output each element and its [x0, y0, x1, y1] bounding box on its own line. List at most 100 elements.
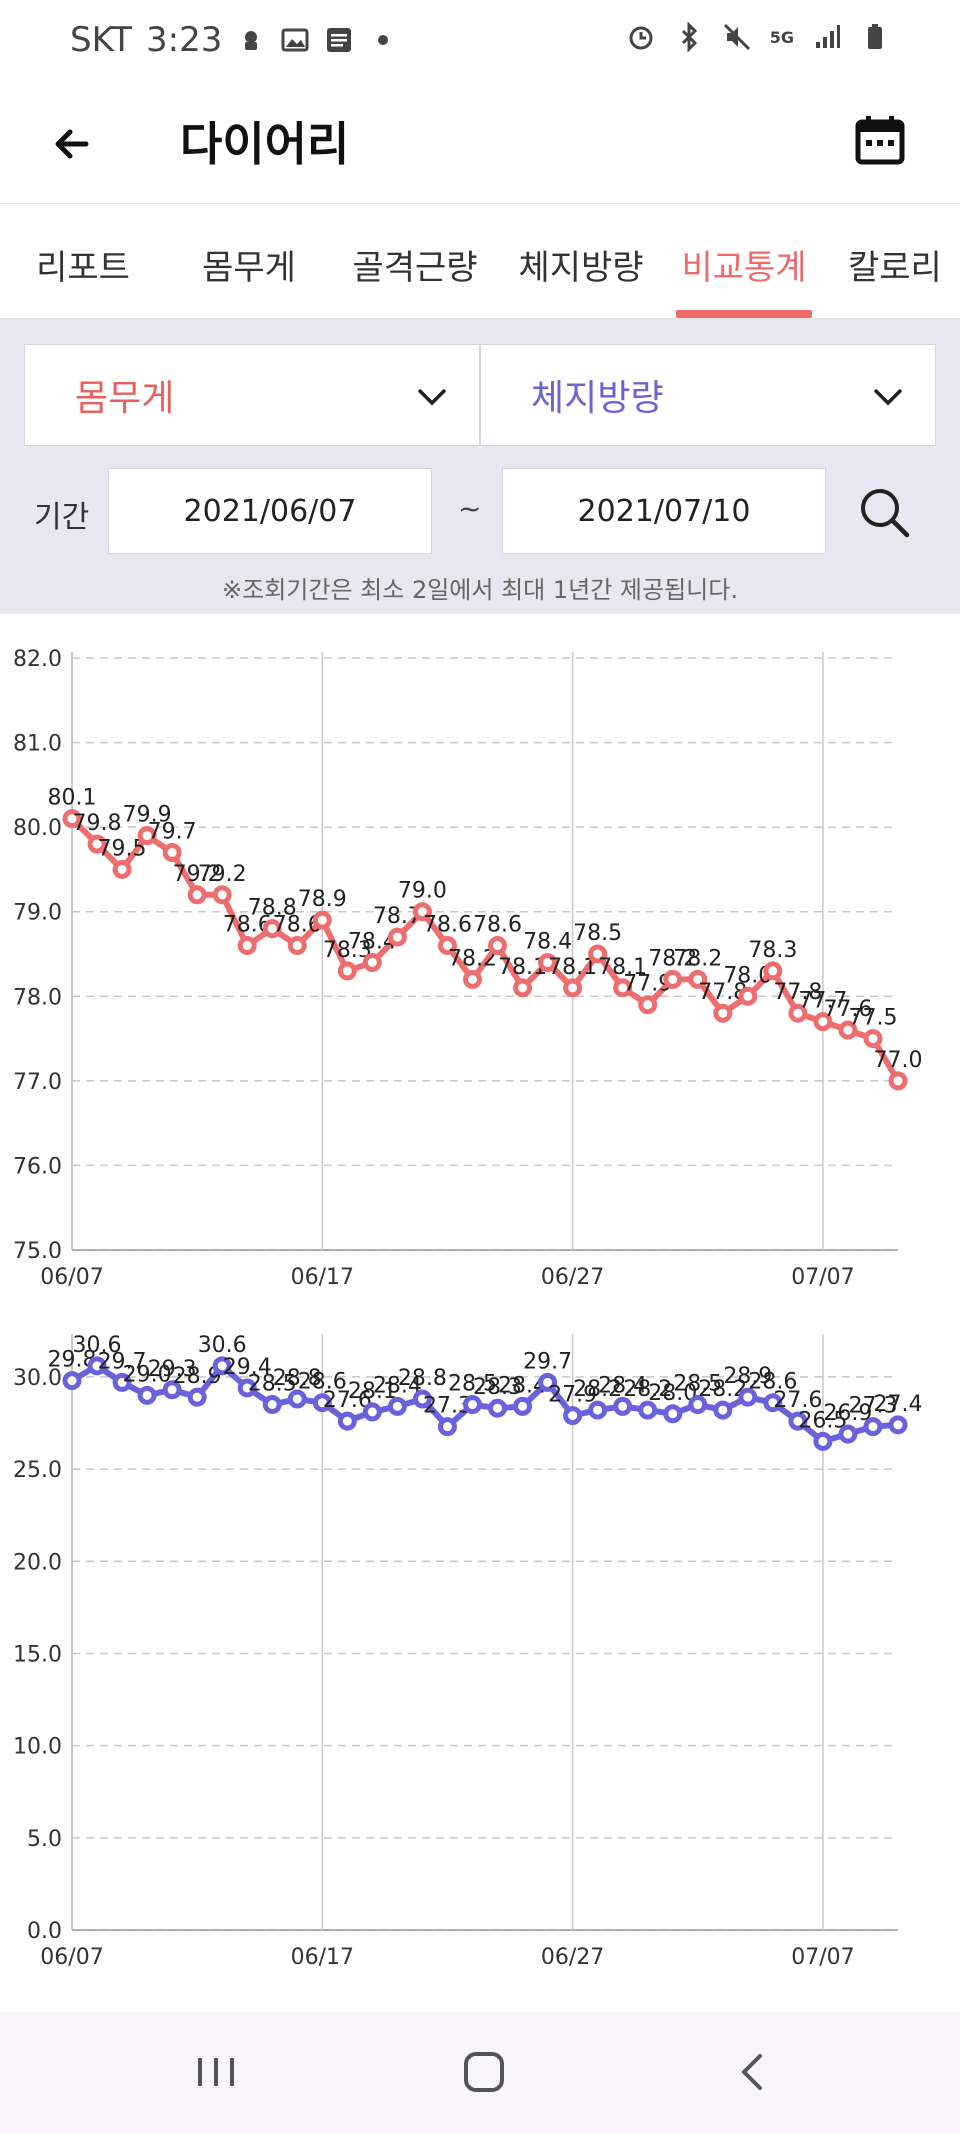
body-fat-data-point [312, 1393, 332, 1413]
battery-icon [868, 24, 882, 49]
tab-skeletal-muscle[interactable]: 골격근량 [352, 247, 478, 288]
weight-y-tick-label: 75.0 [13, 1239, 62, 1264]
system-back-icon[interactable] [724, 2042, 784, 2102]
weight-data-point [763, 961, 783, 981]
body-fat-data-point [162, 1380, 182, 1400]
back-arrow-icon[interactable] [40, 112, 104, 176]
date-range-separator: ~ [458, 492, 482, 525]
body-fat-data-point [613, 1396, 633, 1416]
body-fat-data-point [62, 1371, 82, 1391]
weight-data-point [437, 936, 457, 956]
weight-data-point [638, 995, 658, 1015]
weight-data-point [488, 936, 508, 956]
tab-bar: 리포트 몸무게 골격근량 체지방량 비교통계 칼로리 [0, 208, 960, 320]
body-fat-data-point [838, 1424, 858, 1444]
body-fat-data-label: 28.5 [448, 1372, 497, 1397]
body-fat-data-point [563, 1406, 583, 1426]
weight-data-label: 77.0 [874, 1048, 923, 1073]
body-fat-data-point [187, 1387, 207, 1407]
metric-select-left[interactable]: 몸무게 [24, 344, 480, 446]
body-fat-data-label: 28.2 [623, 1377, 672, 1402]
weight-data-point [337, 961, 357, 981]
body-fat-data-point [638, 1400, 658, 1420]
body-fat-data-point [863, 1417, 883, 1437]
tab-calories[interactable]: 칼로리 [848, 247, 942, 288]
end-date-field[interactable]: 2021/07/10 [502, 468, 826, 554]
body-fat-series-line [70, 1362, 899, 1445]
status-right: 5G [626, 22, 890, 52]
weight-data-label: 79.5 [98, 836, 147, 861]
active-tab-indicator [676, 310, 812, 318]
start-date-field[interactable]: 2021/06/07 [108, 468, 432, 554]
body-fat-data-point [788, 1411, 808, 1431]
body-fat-data-point [362, 1402, 382, 1422]
weight-data-point [387, 927, 407, 947]
weight-data-label: 78.6 [473, 913, 522, 938]
weight-y-tick-label: 76.0 [13, 1154, 62, 1179]
weight-data-label: 79.9 [123, 803, 172, 828]
recent-apps-icon[interactable] [186, 2042, 246, 2102]
weight-data-label: 79.8 [73, 811, 122, 836]
body-fat-data-label: 29.7 [523, 1349, 572, 1374]
body-fat-data-point [212, 1356, 232, 1376]
body-fat-x-tick-label: 07/07 [791, 1945, 854, 1970]
calendar-icon[interactable] [848, 108, 912, 172]
more-notifications-dot-icon [378, 35, 389, 45]
body-fat-data-label: 28.6 [298, 1370, 347, 1395]
body-fat-data-point [513, 1396, 533, 1416]
weight-series-line [69, 816, 901, 1083]
metric-select-right-label: 체지방량 [531, 378, 664, 419]
weight-chart: 82.0 81.0 80.0 79.0 78.0 77.0 76.0 75.006/07 06/… [13, 647, 923, 1290]
weight-data-point [87, 834, 107, 854]
weight-x-tick-label: 07/07 [791, 1265, 854, 1290]
weight-data-point [162, 843, 182, 863]
weight-data-label: 79.2 [173, 862, 222, 887]
tab-body-fat[interactable]: 체지방량 [518, 247, 644, 288]
weight-data-label: 78.2 [648, 946, 697, 971]
weight-x-tick-label: 06/27 [541, 1265, 604, 1290]
weight-data-point [513, 978, 533, 998]
body-fat-data-point [763, 1393, 783, 1413]
search-icon[interactable] [856, 484, 912, 540]
body-fat-data-point [588, 1400, 608, 1420]
body-fat-data-point [412, 1389, 432, 1409]
tab-compare-stats[interactable]: 비교통계 [681, 247, 807, 288]
home-icon[interactable] [454, 2042, 514, 2102]
body-fat-data-label: 28.5 [673, 1372, 722, 1397]
body-fat-data-label: 27.9 [548, 1383, 597, 1408]
alarm-icon [629, 26, 653, 50]
body-fat-data-label: 27.4 [874, 1392, 923, 1417]
body-fat-x-tick-label: 06/27 [541, 1945, 604, 1970]
tab-report[interactable]: 리포트 [36, 247, 130, 288]
weight-data-point [538, 952, 558, 972]
body-fat-data-point [387, 1396, 407, 1416]
weight-y-tick-label: 82.0 [13, 647, 62, 672]
metric-select-right[interactable]: 체지방량 [480, 344, 936, 446]
body-fat-data-point [813, 1431, 833, 1451]
body-fat-y-tick-label: 0.0 [27, 1919, 62, 1944]
status-bar: SKT 3:23 5G [0, 0, 960, 84]
weight-data-point [613, 978, 633, 998]
chart-area: 82.0 81.0 80.0 79.0 78.0 77.0 76.0 75.0 06/07 06/… [0, 614, 960, 2014]
weight-data-point [462, 969, 482, 989]
body-fat-data-label: 30.6 [198, 1333, 247, 1358]
filter-panel: 몸무게 체지방량 기간 2021/06/07 ~ 2021/07/10 ※조회기… [0, 320, 960, 614]
period-notice: ※조회기간은 최소 2일에서 최대 1년간 제공됩니다. [222, 576, 738, 604]
weight-y-tick-label: 79.0 [13, 901, 62, 926]
metric-select-left-label: 몸무게 [75, 378, 175, 419]
weight-data-label: 78.4 [523, 929, 572, 954]
body-fat-chart: 30.0 25.0 20.0 15.0 10.0 5.0 0.006/07 06/17 06/2… [13, 1333, 923, 1970]
weight-data-label: 78.2 [448, 946, 497, 971]
period-label: 기간 [34, 500, 90, 535]
body-fat-data-label: 29.3 [148, 1357, 197, 1382]
body-fat-x-tick-label: 06/17 [291, 1945, 354, 1970]
weight-data-point [563, 978, 583, 998]
body-fat-y-tick-label: 5.0 [27, 1827, 62, 1852]
body-fat-data-point [688, 1395, 708, 1415]
weight-data-point [863, 1029, 883, 1049]
body-fat-data-label: 29.0 [123, 1362, 172, 1387]
mute-icon [723, 23, 750, 51]
tab-weight[interactable]: 몸무게 [202, 247, 296, 288]
body-fat-data-label: 29.4 [223, 1355, 272, 1380]
body-fat-data-label: 28.3 [473, 1375, 522, 1400]
